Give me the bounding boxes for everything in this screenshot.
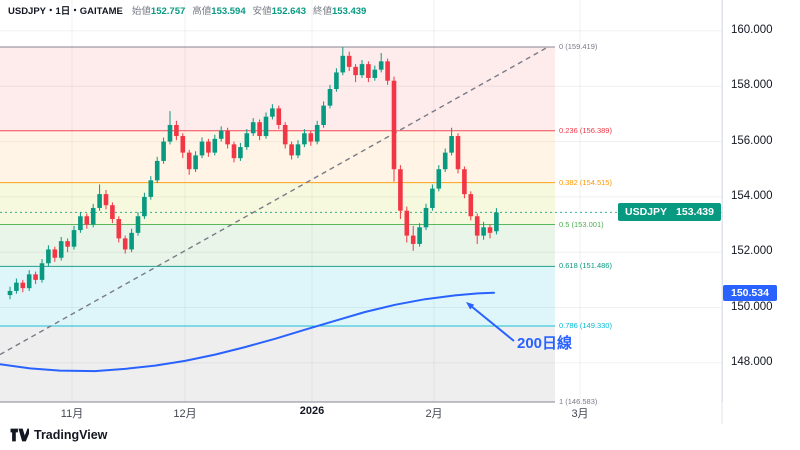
time-label: 3月 xyxy=(571,408,589,420)
ma-annotation-label[interactable]: 200日線 xyxy=(517,335,573,352)
ohlc-values: 始値152.757 高値153.594 安値152.643 終値153.439 xyxy=(132,6,366,18)
fib-level-label: 1 (146.583) xyxy=(559,397,598,406)
chart-legend: USDJPY・1日・GAITAME 始値152.757 高値153.594 安値15… xyxy=(8,6,366,18)
badge-symbol-text: USDJPY xyxy=(625,206,668,219)
price-tick: 148.000 xyxy=(731,355,773,368)
price-tick: 156.000 xyxy=(731,134,773,147)
ohlc-item: 安値152.643 xyxy=(252,6,306,17)
annotation-arrow xyxy=(466,302,515,342)
fib-level-label: 0 (159.419) xyxy=(559,42,598,51)
fib-level-label: 0.382 (154.515) xyxy=(559,177,612,187)
symbol-title[interactable]: USDJPY・1日・GAITAME xyxy=(8,6,123,17)
time-label: 2月 xyxy=(425,408,443,420)
tradingview-logo-icon xyxy=(10,428,29,442)
price-tick: 154.000 xyxy=(731,189,773,202)
ohlc-item: 始値152.757 xyxy=(131,6,186,17)
fib-level-label: 0.5 (153.001) xyxy=(559,219,604,229)
ohlc-item: 終値153.439 xyxy=(312,6,367,17)
fib-level-label: 0.618 (151.486) xyxy=(559,261,612,271)
ma-price-badge: 150.534 xyxy=(723,284,777,301)
trendline[interactable] xyxy=(0,46,549,356)
time-axis[interactable]: 11月 12月 2026 2月 3月 xyxy=(0,402,800,424)
fib-level-label: 0.786 (149.330) xyxy=(559,321,612,331)
fib-retracement[interactable] xyxy=(0,46,555,403)
fib-level-label: 0.236 (156.389) xyxy=(559,125,612,135)
badge-price-text: 153.439 xyxy=(676,206,714,219)
time-label: 12月 xyxy=(173,408,197,420)
price-tick: 158.000 xyxy=(731,79,773,92)
tradingview-logo-text: TradingView xyxy=(34,428,108,442)
time-label: 2026 xyxy=(299,405,325,417)
ma200-line[interactable] xyxy=(0,291,495,373)
price-tick: 152.000 xyxy=(731,245,773,258)
price-axis[interactable]: 160.000 158.000 156.000 154.000 152.000 150.0… xyxy=(722,0,800,402)
gridlines xyxy=(0,0,722,402)
price-tick: 150.000 xyxy=(731,300,773,313)
time-label: 11月 xyxy=(60,408,84,420)
candlestick-series xyxy=(7,46,499,300)
tradingview-logo[interactable]: TradingView xyxy=(10,427,107,443)
current-price-badge: USDJPY 153.439 xyxy=(618,203,721,222)
price-tick: 160.000 xyxy=(731,23,773,36)
ohlc-item: 高値153.594 xyxy=(192,6,246,17)
